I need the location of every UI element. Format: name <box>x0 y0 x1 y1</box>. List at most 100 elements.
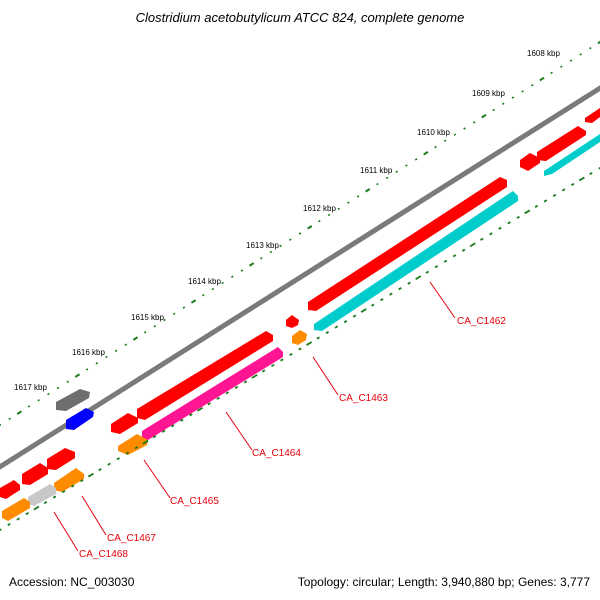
scale-tick <box>539 76 545 82</box>
map-title: Clostridium acetobutylicum ATCC 824, com… <box>135 10 465 25</box>
gene-orange-1467 <box>54 468 84 492</box>
scale-tick <box>240 269 244 272</box>
scale-tick <box>298 232 302 235</box>
label-ca-c1465[interactable]: CA_C1465 <box>170 496 219 507</box>
inner-tick <box>142 439 149 445</box>
label-ca-c1464[interactable]: CA_C1464 <box>252 448 301 459</box>
kbp-label-1611: 1611 kbp <box>360 166 393 175</box>
inner-tick <box>570 182 575 187</box>
label-ca-c1462[interactable]: CA_C1462 <box>457 316 506 327</box>
inner-genes[interactable] <box>2 134 600 521</box>
scale-tick <box>221 281 224 285</box>
gene-red-3 <box>520 153 540 171</box>
scale-tick <box>560 65 563 68</box>
scale-tick <box>47 392 50 396</box>
inner-tick <box>306 341 313 346</box>
inner-tick <box>407 281 411 285</box>
inner-tick <box>161 429 166 433</box>
label-ca-c1463[interactable]: CA_C1463 <box>339 393 388 404</box>
scale-tick <box>443 139 447 143</box>
inner-tick <box>243 380 248 384</box>
kbp-label-1610: 1610 kbp <box>417 128 450 137</box>
inner-tick <box>225 391 230 395</box>
inner-tick <box>524 209 531 215</box>
inner-tick <box>489 232 493 236</box>
scale-tick <box>356 195 360 198</box>
inner-tick <box>360 308 367 313</box>
gene-red-1 <box>537 126 586 161</box>
gene-cyan-right <box>544 134 600 176</box>
scale-tick <box>114 349 118 353</box>
scale-tick <box>143 331 147 334</box>
scale-tick <box>550 71 553 75</box>
inner-tick <box>461 248 466 252</box>
scale-tick <box>37 399 40 402</box>
gene-lightgray <box>28 484 56 506</box>
inner-tick <box>43 501 48 505</box>
scale-arc <box>0 40 600 426</box>
scale-tick <box>385 176 389 180</box>
scale-tick <box>105 355 108 359</box>
scale-tick <box>16 410 23 415</box>
scale-tick <box>530 84 534 87</box>
scale-tick <box>289 238 292 241</box>
scale-tick <box>481 113 487 119</box>
scale-tick <box>337 207 340 211</box>
inner-tick <box>434 265 439 269</box>
scale-tick <box>153 324 157 328</box>
kbp-labels: 1608 kbp 1609 kbp 1610 kbp 1611 kbp 1612… <box>14 49 560 392</box>
inner-tick <box>16 517 20 521</box>
inner-tick <box>480 237 484 241</box>
label-ca-c1468[interactable]: CA_C1468 <box>79 549 128 560</box>
kbp-label-1617: 1617 kbp <box>14 383 47 392</box>
scale-tick <box>492 108 495 112</box>
gene-red-1463 <box>286 315 299 328</box>
gene-gray-upper[interactable] <box>56 389 90 411</box>
scale-tick <box>569 59 573 62</box>
scale-tick <box>74 373 81 378</box>
inner-tick <box>352 314 357 318</box>
gene-blue[interactable] <box>66 408 94 430</box>
scale-tick <box>0 423 2 426</box>
scale-tick <box>163 318 166 322</box>
scale-tick <box>66 380 70 383</box>
inner-tick <box>543 199 548 203</box>
gene-orange-1463 <box>292 330 307 345</box>
inner-tick <box>425 270 430 274</box>
inner-tick <box>180 418 184 422</box>
scale-tick <box>269 250 273 254</box>
inner-tick <box>589 171 593 176</box>
callout-lines <box>53 281 456 552</box>
kbp-label-1608: 1608 kbp <box>527 49 560 58</box>
scale-tick <box>211 287 215 291</box>
inner-tick <box>116 457 120 461</box>
scale-tick <box>95 362 99 365</box>
gene-red-1464 <box>137 331 273 420</box>
inner-tick <box>107 462 111 466</box>
inner-tick <box>61 490 66 494</box>
scale-tick <box>405 164 408 167</box>
inner-tick <box>380 298 384 302</box>
topology-text: Topology: circular; Length: 3,940,880 bp… <box>297 575 590 589</box>
scale-tick <box>521 90 524 93</box>
inner-tick <box>134 446 139 450</box>
scale-tick <box>434 145 437 149</box>
red-genes[interactable] <box>0 108 600 499</box>
inner-tick <box>270 363 275 368</box>
scale-tick <box>85 368 89 371</box>
scale-tick <box>423 151 429 156</box>
gene-cyan-1462 <box>314 191 518 331</box>
gene-red-2 <box>585 108 600 123</box>
inner-tick <box>87 472 94 478</box>
scale-tick <box>347 201 350 204</box>
gene-red-1467 <box>47 448 75 470</box>
label-ca-c1467[interactable]: CA_C1467 <box>107 533 156 544</box>
accession-text: Accession: NC_003030 <box>9 575 135 589</box>
inner-tick <box>280 358 284 362</box>
inner-tick <box>578 176 585 182</box>
inner-tick <box>189 413 193 417</box>
gene-red-1468a <box>22 463 48 485</box>
inner-tick <box>70 484 75 488</box>
inner-tick <box>52 495 57 499</box>
